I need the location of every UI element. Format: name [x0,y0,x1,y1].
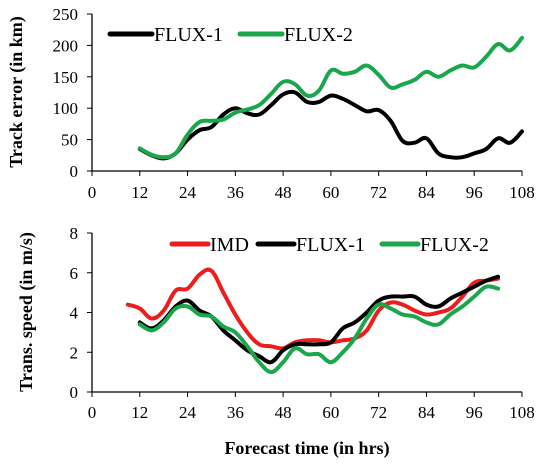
y-tick-label: 2 [70,343,79,362]
y-tick-label: 6 [70,264,79,283]
x-tick-label: 60 [322,403,339,422]
legend-label: FLUX-2 [420,234,489,256]
x-tick-label: 72 [370,183,387,202]
series-line-flux-1 [137,89,524,161]
y-tick-label: 0 [70,383,79,402]
y-tick-label: 0 [70,162,79,181]
y-axis-title: Trans. speed (in m/s) [16,232,37,392]
y-axis-title: Track error (in km) [6,16,27,167]
legend-label: FLUX-1 [154,24,223,46]
y-tick-label: 250 [53,5,79,24]
y-tick-label: 8 [70,224,79,243]
y-tick-label: 4 [70,304,79,323]
x-tick-label: 12 [131,183,148,202]
x-axis-title: Forecast time (in hrs) [224,438,389,459]
series-line-imd [125,267,501,351]
x-tick-label: 84 [418,183,436,202]
x-tick-label: 12 [131,403,148,422]
x-tick-label: 108 [509,183,535,202]
x-tick-label: 36 [227,403,244,422]
y-tick-label: 100 [53,99,79,118]
x-tick-label: 0 [88,403,97,422]
y-tick-label: 200 [53,36,79,55]
x-tick-label: 96 [466,403,483,422]
legend-label: FLUX-2 [284,24,353,46]
y-tick-label: 50 [61,131,78,150]
x-tick-label: 48 [275,403,292,422]
x-tick-label: 36 [227,183,244,202]
x-tick-label: 72 [370,403,387,422]
series-line-flux-2 [137,284,501,375]
x-tick-label: 0 [88,183,97,202]
x-tick-label: 96 [466,183,483,202]
series-line-flux-1 [137,274,501,365]
y-tick-label: 150 [53,68,79,87]
x-tick-label: 108 [509,403,535,422]
legend-label: FLUX-1 [296,234,365,256]
x-tick-label: 24 [179,183,197,202]
x-tick-label: 48 [275,183,292,202]
series-line-flux-2 [137,35,524,160]
legend-label: IMD [210,234,249,256]
x-tick-label: 24 [179,403,197,422]
x-tick-label: 60 [322,183,339,202]
x-tick-label: 84 [418,403,436,422]
track-error-chart: 0 12 24 36 48 60 72 84 96 108 0 50 100 150 200 250 Track… [6,5,535,202]
